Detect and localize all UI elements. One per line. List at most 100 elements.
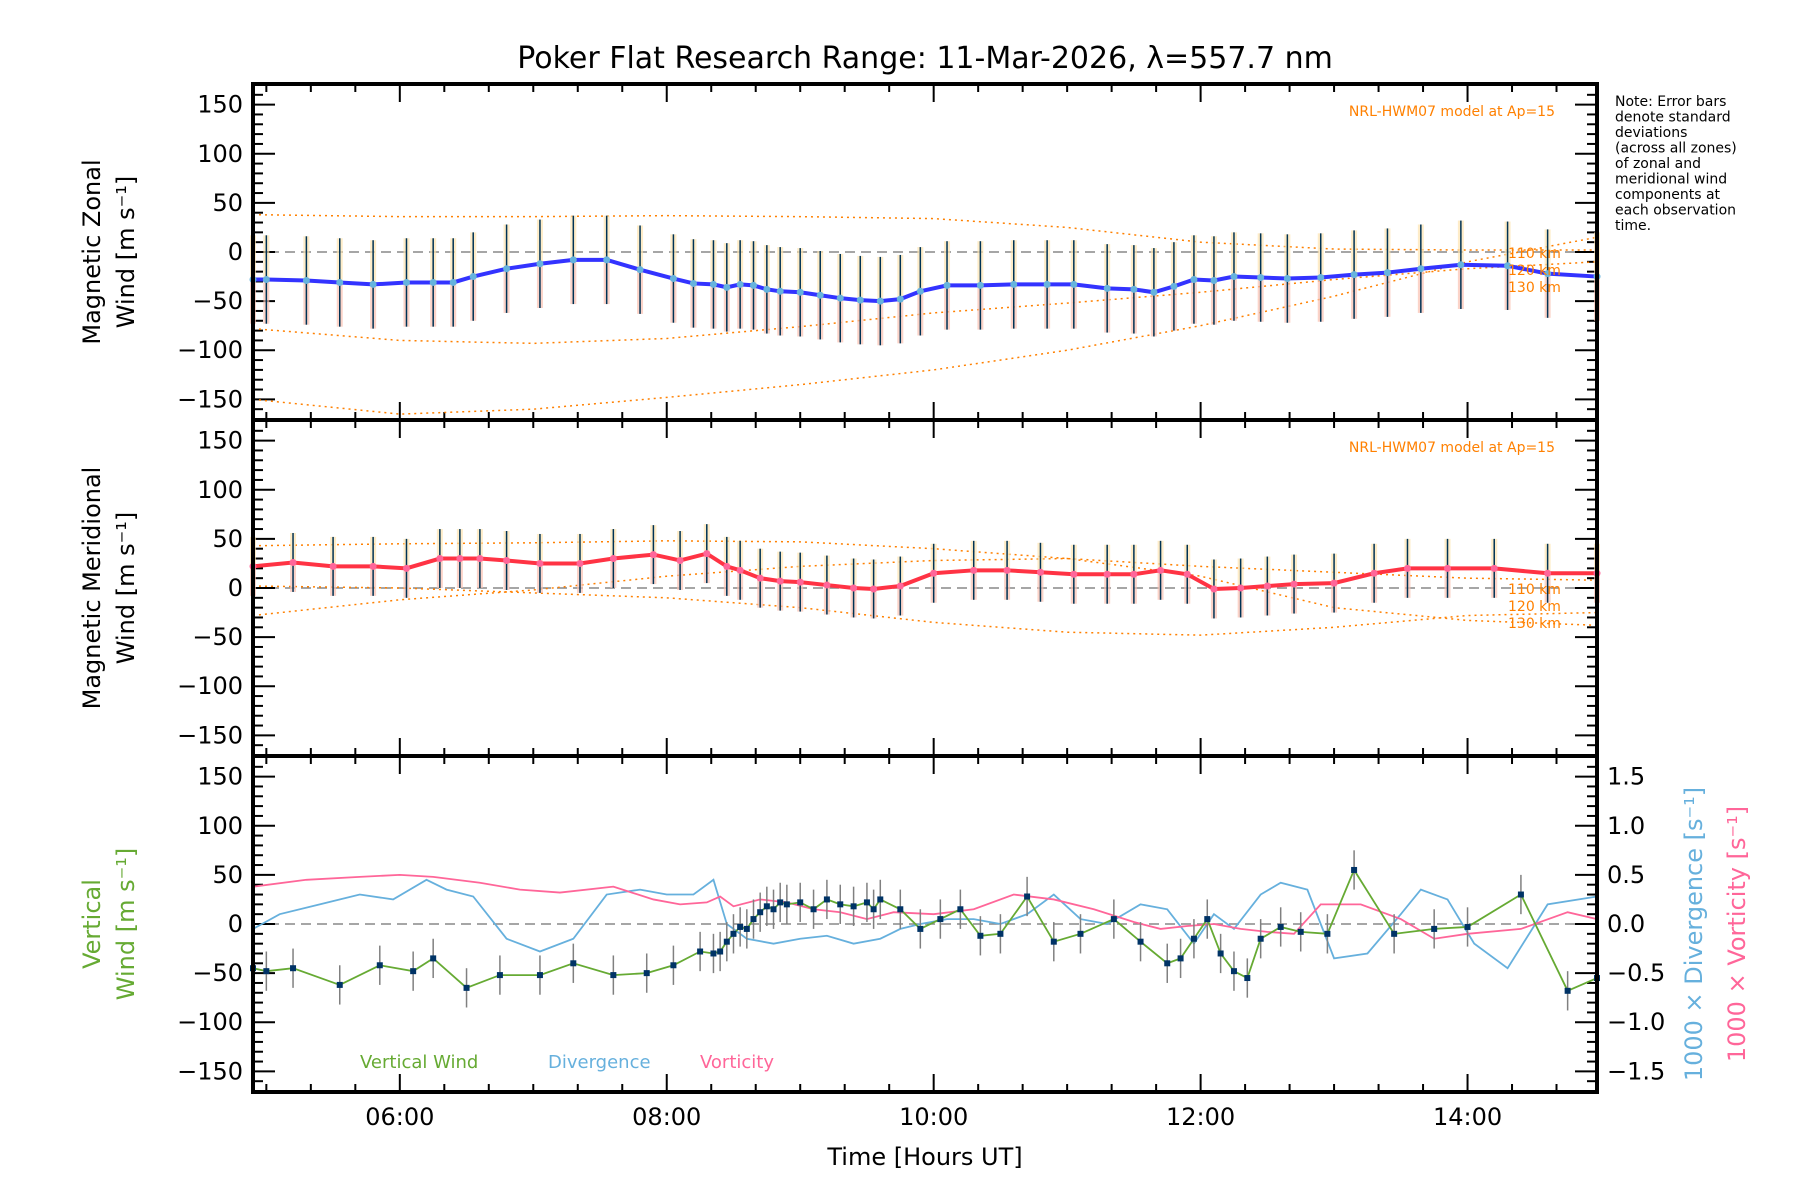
note-line: denote standard (1615, 110, 1731, 126)
y-tick-label: 50 (212, 189, 243, 217)
meridional-wind-point (1490, 564, 1498, 572)
zonal-wind-point (749, 281, 757, 289)
meridional-wind-point (1237, 584, 1245, 592)
zonal-wind-point (1010, 280, 1018, 288)
model-line-120km (252, 261, 1598, 345)
meridional-wind-point (1330, 579, 1338, 587)
zonal-wind-point (1283, 275, 1291, 283)
note-line: time. (1615, 218, 1651, 234)
vertical-wind-point (837, 901, 844, 908)
vertical-wind-point (870, 906, 877, 913)
zonal-wind-point (1383, 269, 1391, 277)
vertical-wind-point (410, 968, 417, 975)
zonal-wind-point (636, 266, 644, 274)
vertical-wind-point (610, 972, 617, 979)
meridional-wind-point (703, 550, 711, 558)
y-tick-label: −100 (177, 1008, 243, 1036)
meridional-wind-point (776, 577, 784, 585)
y-axis-label-line2: Wind [m s⁻¹] (112, 176, 140, 328)
zonal-wind-point (1150, 288, 1158, 296)
meridional-wind-point (1157, 566, 1165, 574)
zonal-wind-point (1190, 276, 1198, 284)
y-tick-label: −150 (177, 721, 243, 749)
zonal-wind-point (603, 256, 611, 264)
vorticity-line (252, 873, 1598, 940)
zonal-wind-point (1257, 274, 1265, 282)
zonal-wind-point (1417, 265, 1425, 273)
meridional-wind-point (329, 562, 337, 570)
vertical-wind-point (1244, 975, 1251, 982)
vertical-wind-point (697, 948, 704, 955)
meridional-wind-point (1544, 569, 1552, 577)
meridional-wind-point (1444, 564, 1452, 572)
meridional-wind-point (1210, 585, 1218, 593)
meridional-wind-point (850, 584, 858, 592)
right-y-axis-label-vorticity: 1000 × Vorticity [s⁻¹] (1723, 806, 1751, 1062)
vertical-wind-point (757, 909, 764, 916)
meridional-wind-point (930, 569, 938, 577)
right-y-tick-label: 0.5 (1607, 861, 1645, 889)
zonal-wind-point (1544, 270, 1552, 278)
vertical-wind-point (917, 925, 924, 932)
meridional-wind-point (576, 559, 584, 567)
model-line-120km (252, 585, 1598, 636)
meridional-wind-point (369, 562, 377, 570)
vertical-wind-point (336, 981, 343, 988)
y-tick-label: 100 (197, 476, 243, 504)
model-altitude-label: 120 km (1508, 599, 1561, 615)
y-tick-label: −100 (177, 336, 243, 364)
vertical-wind-point (737, 923, 744, 930)
vertical-wind-point (1137, 938, 1144, 945)
note-line: (across all zones) (1615, 141, 1737, 157)
right-y-tick-label: 0.0 (1607, 910, 1645, 938)
zonal-wind-point (896, 295, 904, 303)
zonal-wind-point (723, 283, 731, 291)
vertical-wind-line (252, 868, 1598, 992)
vertical-wind-point (1110, 916, 1117, 923)
meridional-wind-point (503, 556, 511, 564)
note-line: components at (1615, 187, 1721, 203)
zonal-wind-point (262, 276, 270, 284)
vertical-wind-point (763, 903, 770, 910)
vertical-wind-point (430, 955, 437, 962)
vertical-wind-point (290, 965, 297, 972)
zonal-wind-point (976, 281, 984, 289)
vertical-wind-point (783, 901, 790, 908)
zonal-wind-point (1170, 282, 1178, 290)
vertical-wind-point (1177, 955, 1184, 962)
meridional-wind-point (609, 555, 617, 563)
vertical-wind-point (376, 962, 383, 969)
meridional-wind-point (723, 562, 731, 570)
model-label: NRL-HWM07 model at Ap=15 (1349, 440, 1555, 456)
x-axis-label: Time [Hours UT] (826, 1143, 1022, 1171)
vertical-wind-point (730, 930, 737, 937)
zonal-wind-point (369, 280, 377, 288)
chart-title: Poker Flat Research Range: 11-Mar-2026, … (517, 41, 1333, 76)
zonal-wind-point (302, 276, 310, 284)
meridional-wind-point (1403, 564, 1411, 572)
x-axis: 06:00 08:00 10:00 12:00 14:00 (365, 1103, 1502, 1131)
vertical-wind-point (957, 906, 964, 913)
vertical-wind-point (863, 899, 870, 906)
model-line-110km (252, 213, 1597, 251)
vertical-wind-point (463, 984, 470, 991)
model-altitude-label: 130 km (1508, 280, 1561, 296)
x-tick-label: 12:00 (1166, 1103, 1235, 1131)
y-tick-label: 100 (197, 140, 243, 168)
zonal-wind-point (709, 280, 717, 288)
vertical-wind-point (1164, 960, 1171, 967)
zonal-wind-point (1230, 273, 1238, 281)
vertical-wind-point (536, 972, 543, 979)
zonal-wind-point (669, 275, 677, 283)
meridional-wind-point (970, 566, 978, 574)
vertical-wind-point (1217, 950, 1224, 957)
y-axis-label-line2: Wind [m s⁻¹] (112, 512, 140, 664)
vertical-wind-point (1391, 930, 1398, 937)
meridional-wind-point (870, 585, 878, 593)
y-tick-label: 0 (228, 238, 243, 266)
zonal-wind-point (1103, 284, 1111, 292)
vertical-wind-point (877, 896, 884, 903)
vertical-wind-point (1324, 930, 1331, 937)
y-tick-label: 50 (212, 525, 243, 553)
